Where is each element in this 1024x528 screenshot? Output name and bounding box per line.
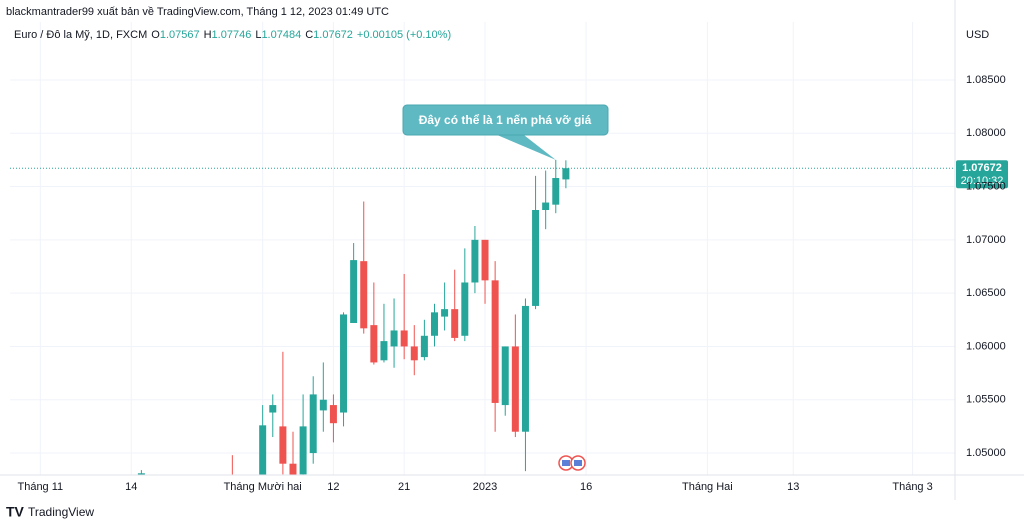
legend-item: Euro / Đô la Mỹ, 1D, FXCM: [14, 29, 147, 41]
candle-body: [340, 314, 348, 413]
x-tick-label: Tháng 11: [17, 481, 63, 493]
x-tick-label: 12: [327, 481, 339, 493]
x-tick-label: 13: [787, 481, 799, 493]
x-tick-label: Tháng Mười hai: [224, 481, 302, 493]
brand: TradingView: [28, 505, 94, 519]
candle-body: [441, 309, 449, 317]
legend-item: L: [255, 29, 261, 41]
legend-item: 1.07672: [313, 29, 353, 41]
price-tag-value: 1.07672: [962, 162, 1002, 174]
x-tick-label: Tháng 3: [892, 481, 932, 493]
candle-body: [471, 239, 479, 283]
candle-body: [350, 260, 358, 323]
price-tag-countdown: 20:10:32: [961, 175, 1004, 187]
candle-body: [481, 239, 489, 281]
candle-body: [410, 346, 418, 361]
candle-body: [501, 346, 509, 406]
candle-body: [430, 312, 438, 336]
candle-body: [491, 280, 499, 403]
callout-box: [402, 104, 609, 136]
legend-item: 1.07484: [261, 29, 301, 41]
candle-body: [562, 168, 570, 180]
candle-body: [370, 325, 378, 363]
logo: TV: [6, 504, 25, 520]
header-title: blackmantrader99 xuất bản về TradingView…: [6, 6, 389, 18]
candle-body: [329, 405, 337, 424]
legend-item: +0.00105 (+0.10%): [357, 29, 451, 41]
y-tick-label: 1.07000: [966, 234, 1006, 246]
candle-body: [259, 425, 267, 475]
candle-body: [400, 330, 408, 347]
candle-body: [451, 309, 459, 338]
candle-body: [420, 335, 428, 358]
y-tick-label: 1.05500: [966, 394, 1006, 406]
x-tick-label: Tháng Hai: [682, 481, 733, 493]
candle-body: [269, 405, 277, 413]
legend-item: 1.07746: [212, 29, 252, 41]
candle-body: [552, 178, 560, 205]
event-flag: [562, 460, 570, 466]
legend-item: H: [204, 29, 212, 41]
candle-body: [309, 394, 317, 454]
y-tick-label: 1.06000: [966, 340, 1006, 352]
candle-body: [390, 330, 398, 347]
candle-body: [511, 346, 519, 432]
candle-body: [299, 426, 307, 475]
x-tick-label: 2023: [473, 481, 497, 493]
y-tick-label: 1.06500: [966, 287, 1006, 299]
candle-body: [279, 426, 287, 464]
y-tick-label: 1.08000: [966, 127, 1006, 139]
candle-body: [532, 209, 540, 306]
candle-body: [461, 282, 469, 336]
candle-body: [137, 473, 145, 475]
x-tick-label: 16: [580, 481, 592, 493]
candles: [137, 159, 570, 475]
legend: Euro / Đô la Mỹ, 1D, FXCM O1.07567 H1.0774…: [14, 29, 451, 41]
price-tag: [956, 160, 1008, 189]
candle-body: [542, 202, 550, 210]
candle-body: [380, 341, 388, 361]
x-tick-label: 21: [398, 481, 410, 493]
footer: TV TradingView: [6, 504, 94, 520]
currency: USD: [966, 29, 989, 41]
candle-body: [521, 305, 529, 432]
callout-pointer: [490, 132, 556, 160]
y-tick-label: 1.05000: [966, 447, 1006, 459]
candle-body: [319, 399, 327, 411]
callout-text: Đây có thể là 1 nến phá vỡ giá: [419, 113, 592, 127]
y-tick-label: 1.08500: [966, 74, 1006, 86]
event-flag: [574, 460, 582, 466]
y-tick-label: 1.07500: [966, 180, 1006, 192]
legend-item: C: [305, 29, 313, 41]
legend-item: 1.07567: [160, 29, 200, 41]
x-tick-label: 14: [125, 481, 137, 493]
legend-item: O: [151, 29, 160, 41]
candle-body: [289, 463, 297, 475]
candle-body: [360, 261, 368, 329]
